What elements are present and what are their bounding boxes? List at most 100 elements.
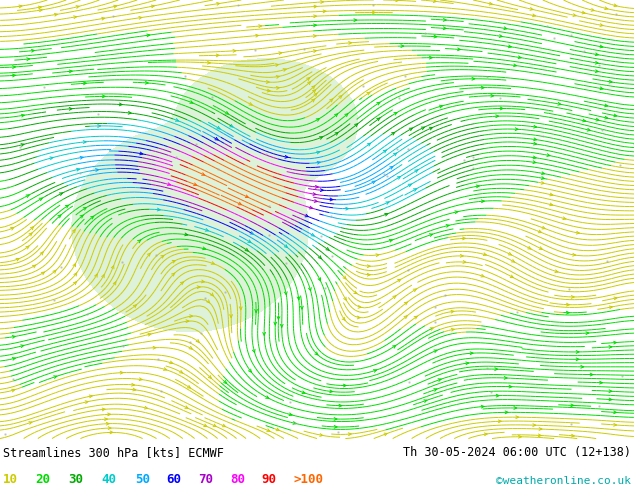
FancyArrowPatch shape — [297, 297, 300, 300]
FancyArrowPatch shape — [334, 417, 337, 420]
FancyArrowPatch shape — [80, 156, 83, 159]
FancyArrowPatch shape — [316, 119, 320, 121]
FancyArrowPatch shape — [573, 14, 576, 17]
FancyArrowPatch shape — [595, 53, 598, 56]
FancyArrowPatch shape — [533, 161, 536, 164]
FancyArrowPatch shape — [314, 24, 316, 27]
FancyArrowPatch shape — [389, 240, 392, 242]
FancyArrowPatch shape — [213, 424, 216, 427]
FancyArrowPatch shape — [586, 332, 589, 335]
FancyArrowPatch shape — [394, 113, 397, 115]
FancyArrowPatch shape — [508, 45, 511, 48]
FancyArrowPatch shape — [102, 408, 105, 411]
FancyArrowPatch shape — [223, 424, 226, 427]
FancyArrowPatch shape — [276, 428, 279, 431]
FancyArrowPatch shape — [138, 240, 141, 243]
FancyArrowPatch shape — [245, 248, 248, 251]
FancyArrowPatch shape — [197, 286, 200, 289]
FancyArrowPatch shape — [414, 316, 417, 319]
FancyArrowPatch shape — [609, 390, 612, 392]
FancyArrowPatch shape — [514, 64, 517, 67]
FancyArrowPatch shape — [309, 288, 311, 291]
FancyArrowPatch shape — [217, 126, 220, 129]
FancyArrowPatch shape — [516, 416, 519, 418]
FancyArrowPatch shape — [267, 89, 270, 92]
FancyArrowPatch shape — [533, 14, 536, 17]
FancyArrowPatch shape — [313, 193, 316, 196]
FancyArrowPatch shape — [110, 431, 113, 434]
FancyArrowPatch shape — [576, 358, 579, 361]
FancyArrowPatch shape — [320, 434, 323, 437]
FancyArrowPatch shape — [591, 8, 594, 11]
FancyArrowPatch shape — [145, 81, 148, 84]
FancyArrowPatch shape — [500, 107, 503, 110]
FancyArrowPatch shape — [519, 436, 521, 438]
FancyArrowPatch shape — [233, 49, 236, 52]
FancyArrowPatch shape — [339, 96, 342, 98]
FancyArrowPatch shape — [563, 217, 566, 220]
FancyArrowPatch shape — [348, 433, 351, 436]
FancyArrowPatch shape — [392, 132, 394, 135]
FancyArrowPatch shape — [335, 132, 338, 135]
FancyArrowPatch shape — [317, 161, 320, 164]
FancyArrowPatch shape — [145, 406, 148, 409]
FancyArrowPatch shape — [54, 376, 57, 378]
FancyArrowPatch shape — [250, 232, 253, 234]
FancyArrowPatch shape — [248, 240, 251, 243]
FancyArrowPatch shape — [27, 58, 30, 61]
FancyArrowPatch shape — [408, 184, 411, 187]
FancyArrowPatch shape — [455, 211, 458, 214]
FancyArrowPatch shape — [157, 208, 160, 211]
FancyArrowPatch shape — [40, 252, 43, 255]
FancyArrowPatch shape — [489, 2, 492, 5]
FancyArrowPatch shape — [311, 233, 314, 236]
FancyArrowPatch shape — [318, 278, 321, 281]
FancyArrowPatch shape — [443, 19, 446, 21]
FancyArrowPatch shape — [541, 172, 545, 174]
FancyArrowPatch shape — [131, 383, 134, 386]
FancyArrowPatch shape — [94, 274, 97, 277]
FancyArrowPatch shape — [344, 297, 346, 300]
FancyArrowPatch shape — [600, 45, 603, 48]
FancyArrowPatch shape — [472, 77, 475, 80]
FancyArrowPatch shape — [508, 252, 512, 255]
FancyArrowPatch shape — [443, 27, 446, 30]
FancyArrowPatch shape — [60, 193, 63, 196]
FancyArrowPatch shape — [539, 428, 542, 430]
FancyArrowPatch shape — [600, 87, 603, 90]
FancyArrowPatch shape — [204, 424, 207, 427]
FancyArrowPatch shape — [307, 78, 310, 80]
FancyArrowPatch shape — [85, 401, 88, 403]
FancyArrowPatch shape — [429, 127, 432, 130]
Text: Streamlines 300 hPa [kts] ECMWF: Streamlines 300 hPa [kts] ECMWF — [3, 446, 224, 459]
FancyArrowPatch shape — [349, 42, 351, 44]
FancyArrowPatch shape — [354, 19, 357, 22]
FancyArrowPatch shape — [307, 82, 311, 85]
FancyArrowPatch shape — [266, 396, 269, 398]
FancyArrowPatch shape — [217, 2, 219, 5]
FancyArrowPatch shape — [230, 124, 233, 127]
FancyArrowPatch shape — [343, 276, 346, 279]
FancyArrowPatch shape — [240, 307, 242, 310]
FancyArrowPatch shape — [458, 48, 460, 50]
FancyArrowPatch shape — [354, 124, 358, 126]
FancyArrowPatch shape — [367, 273, 370, 276]
Text: 30: 30 — [68, 473, 84, 486]
FancyArrowPatch shape — [105, 418, 107, 420]
FancyArrowPatch shape — [255, 309, 257, 312]
FancyArrowPatch shape — [538, 230, 541, 233]
FancyArrowPatch shape — [466, 362, 469, 365]
FancyArrowPatch shape — [396, 0, 399, 1]
FancyArrowPatch shape — [21, 345, 23, 347]
FancyArrowPatch shape — [367, 143, 370, 146]
FancyArrowPatch shape — [496, 394, 499, 397]
FancyArrowPatch shape — [576, 231, 579, 234]
FancyArrowPatch shape — [133, 388, 136, 391]
FancyArrowPatch shape — [609, 80, 612, 83]
FancyArrowPatch shape — [429, 234, 432, 236]
FancyArrowPatch shape — [89, 395, 92, 398]
FancyArrowPatch shape — [555, 270, 558, 272]
FancyArrowPatch shape — [320, 137, 323, 139]
FancyArrowPatch shape — [305, 214, 308, 217]
FancyArrowPatch shape — [259, 24, 262, 27]
